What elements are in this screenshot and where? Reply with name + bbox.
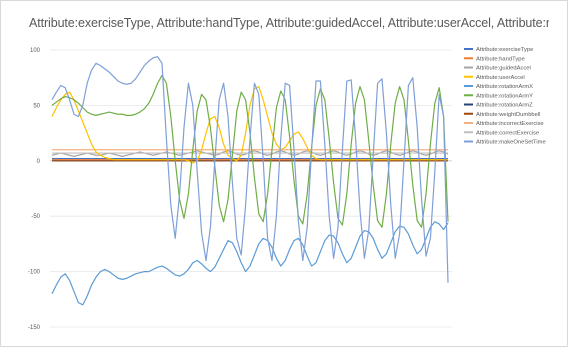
legend-label-8: Attribute:incorrectExercise <box>476 121 544 127</box>
legend-label-0: Attribute:exerciseType <box>476 47 533 53</box>
legend-label-10: Attribute:makeOneSetTime <box>476 140 546 146</box>
series-line-3 <box>51 85 448 164</box>
series-line-4 <box>51 221 449 306</box>
y-tick-label: 0 <box>37 159 41 165</box>
y-tick-label: -50 <box>31 214 40 220</box>
y-axis-ticks: 100 50 0 -50 -100 -150 <box>28 48 41 331</box>
y-tick-label: -150 <box>28 325 41 331</box>
y-tick-label: 100 <box>30 48 41 54</box>
y-tick-label: -100 <box>28 270 41 276</box>
legend: Attribute:exerciseType Attribute:handType… <box>464 47 546 146</box>
series-line-10 <box>51 56 449 283</box>
legend-label-4: Attribute:rotationArmX <box>476 84 533 90</box>
grid-lines <box>50 49 452 328</box>
legend-label-7: Attribute:weightDumbbell <box>476 112 540 118</box>
legend-label-5: Attribute:rotationArmY <box>476 93 533 99</box>
series-line-2 <box>51 150 449 157</box>
legend-label-3: Attribute:userAccel <box>476 75 525 81</box>
legend-label-6: Attribute:rotationArmZ <box>476 103 533 109</box>
legend-label-9: Attribute:correctExercise <box>476 130 539 136</box>
legend-label-2: Attribute:guidedAccel <box>476 66 531 72</box>
legend-label-1: Attribute:handType <box>476 56 525 62</box>
y-tick-label: 50 <box>33 103 40 109</box>
series-lines <box>51 56 449 306</box>
chart-title: Attribute:exerciseType, Attribute:handTy… <box>29 16 549 30</box>
